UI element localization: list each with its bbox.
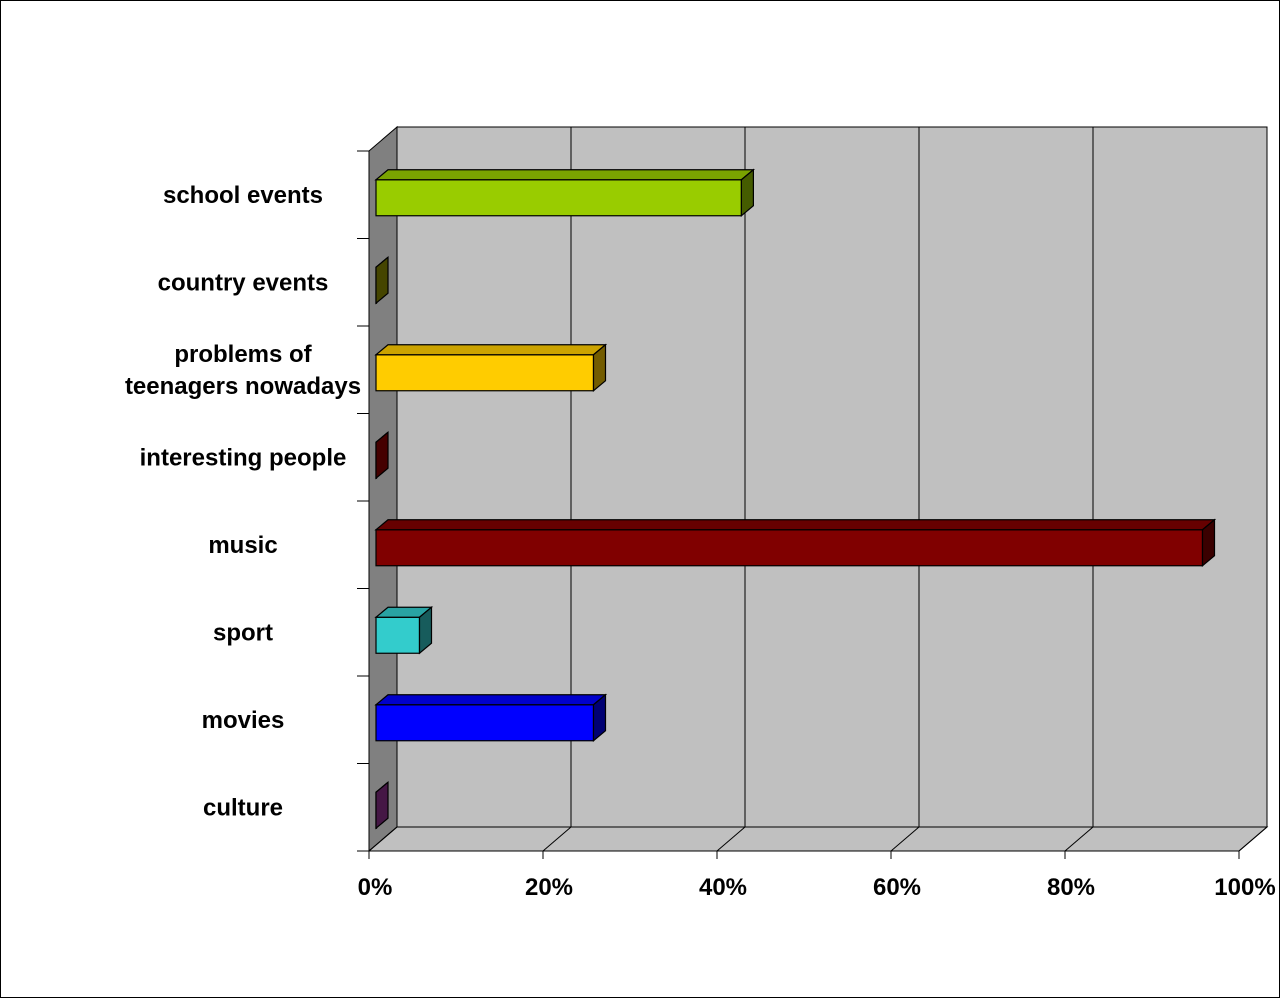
bar-front	[375, 529, 1204, 567]
bar	[374, 168, 756, 218]
category-label: culture	[203, 794, 283, 821]
category-label: teenagers nowadays	[125, 373, 361, 400]
category-label: school events	[163, 182, 323, 209]
plot-walls	[367, 125, 1269, 853]
bar	[375, 430, 389, 480]
bar-side	[375, 255, 389, 305]
category-label: problems of	[174, 341, 312, 368]
bar-front	[375, 704, 595, 742]
floor-gridline	[890, 826, 920, 852]
x-tick-label: 100%	[1214, 874, 1275, 901]
bar-top	[374, 169, 756, 181]
category-labels: school events country events problems of te…	[125, 182, 361, 822]
bar-top	[374, 344, 608, 356]
x-tick-label: 40%	[699, 874, 747, 901]
floor-gridline	[368, 826, 398, 852]
bar-side	[375, 430, 389, 480]
category-label: country events	[158, 269, 329, 296]
floor-gridline	[542, 826, 572, 852]
floor-gridline	[1064, 826, 1094, 852]
bar-top	[374, 694, 608, 706]
bars	[374, 168, 1217, 830]
category-label: interesting people	[140, 444, 347, 471]
bar-side	[592, 343, 607, 393]
bar-top	[374, 519, 1217, 531]
side-wall	[368, 125, 398, 853]
bar-side	[740, 168, 755, 218]
bar-side	[1201, 518, 1216, 568]
bar-side	[592, 693, 607, 743]
x-tick-label: 20%	[525, 874, 573, 901]
floor-gridline	[1238, 826, 1268, 852]
floor-gridline	[716, 826, 746, 852]
category-label: sport	[213, 619, 273, 646]
bar	[375, 255, 389, 305]
bar-side	[375, 780, 389, 830]
bar	[375, 780, 389, 830]
x-tick-label: 80%	[1047, 874, 1095, 901]
tick-labels: 0% 20% 40% 60% 80% 100%	[358, 874, 1276, 901]
category-label: music	[208, 532, 277, 559]
bar-front	[375, 179, 742, 217]
bar	[374, 605, 434, 655]
bar-side	[418, 605, 433, 655]
bar	[374, 518, 1217, 568]
floor	[367, 826, 1269, 852]
category-label: movies	[202, 707, 285, 734]
x-tick-label: 60%	[873, 874, 921, 901]
x-tick-label: 0%	[358, 874, 393, 901]
bar-front	[375, 616, 421, 654]
bar	[374, 343, 608, 393]
bar-front	[375, 354, 595, 392]
bar	[374, 693, 608, 743]
